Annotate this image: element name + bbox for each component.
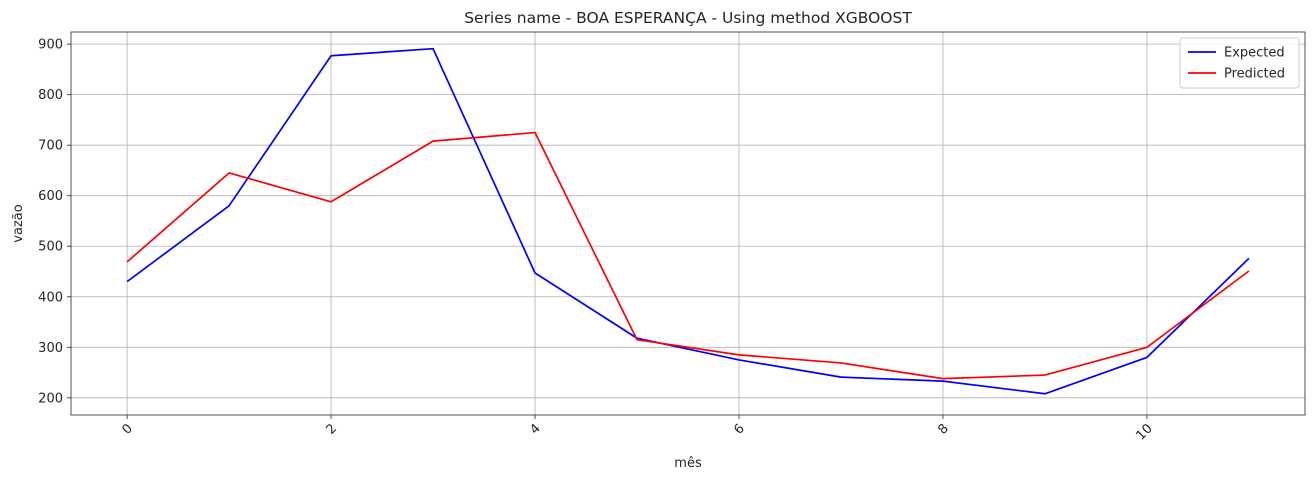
legend: Expected Predicted [1179, 37, 1300, 89]
y-tick-label: 200 [38, 391, 63, 406]
grid [71, 32, 1305, 415]
y-tick-label: 500 [38, 240, 63, 255]
y-tick-label: 800 [38, 88, 63, 103]
legend-label-expected: Expected [1224, 46, 1285, 61]
series-line-predicted [126, 131, 1250, 380]
y-tick-label: 600 [38, 189, 63, 204]
plot-frame [70, 31, 1306, 416]
series-line-expected [126, 47, 1250, 395]
y-axis-label: vazão [11, 204, 26, 242]
x-tick-label: 2 [323, 421, 339, 437]
x-tick-label: 8 [935, 421, 951, 437]
legend-label-predicted: Predicted [1224, 67, 1285, 82]
x-tick-label: 10 [1133, 421, 1155, 443]
y-tick-label: 900 [38, 38, 63, 53]
x-tick-label: 6 [731, 421, 747, 437]
y-tick-label: 300 [38, 341, 63, 356]
axis-ticks: 0 2 4 6 8 10 200 300 400 500 600 700 800 900 [38, 38, 1156, 444]
chart-title: Series name - BOA ESPERANÇA - Using meth… [464, 9, 912, 27]
x-axis-label: mês [674, 456, 702, 471]
legend-box [1179, 37, 1300, 89]
y-tick-label: 700 [38, 139, 63, 154]
series-lines [126, 47, 1250, 395]
y-tick-label: 400 [38, 290, 63, 305]
x-tick-label: 4 [527, 421, 543, 437]
x-tick-label: 0 [119, 421, 135, 437]
